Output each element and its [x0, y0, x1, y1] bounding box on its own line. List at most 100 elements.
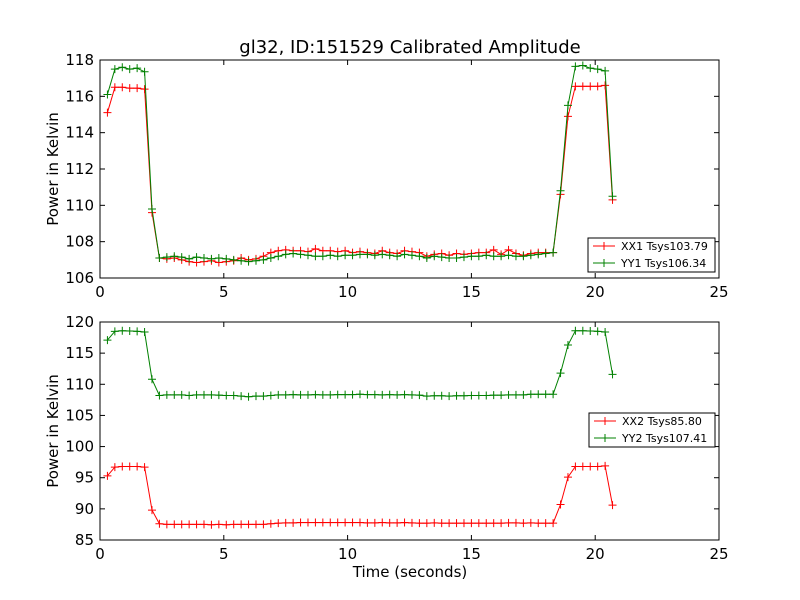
- bottom-series-1-point: [482, 391, 491, 400]
- top-series-0-point: [118, 83, 127, 92]
- bottom-series-1-point: [125, 327, 134, 336]
- top-series-1-point: [400, 250, 409, 259]
- bottom-series-1-point: [571, 326, 580, 335]
- bottom-legend-yy2-label: YY2 Tsys107.41: [621, 432, 707, 445]
- bottom-series-0-point: [348, 518, 357, 527]
- bottom-series-0-point: [370, 518, 379, 527]
- top-series-1-point: [199, 254, 208, 263]
- top-series-1-point: [355, 250, 364, 259]
- top-series-1-point: [489, 252, 498, 261]
- top-series-1-point: [266, 254, 275, 263]
- top-series-1-point: [415, 252, 424, 261]
- bottom-axes-frame: [99, 321, 720, 541]
- top-xtick-label: 25: [709, 283, 728, 301]
- bottom-series-1-point: [289, 390, 298, 399]
- top-series-1-point: [170, 252, 179, 261]
- bottom-series-1-point: [422, 392, 431, 401]
- bottom-series-1-point: [526, 390, 535, 399]
- bottom-series-0-point: [355, 518, 364, 527]
- bottom-series-1-point: [311, 390, 320, 399]
- bottom-series-1-point: [467, 391, 476, 400]
- bottom-series-1-point: [497, 391, 506, 400]
- bottom-series-1-point: [266, 391, 275, 400]
- top-series-1-point: [608, 192, 617, 201]
- bottom-series-1-point: [370, 390, 379, 399]
- bottom-series-1-point: [147, 375, 156, 384]
- bottom-series-0-point: [274, 519, 283, 528]
- top-series-1-point: [467, 252, 476, 261]
- top-series-1-point: [519, 252, 528, 261]
- bottom-series-0-point: [608, 501, 617, 510]
- top-series-0-point: [103, 108, 112, 117]
- bottom-legend-xx2-label: XX2 Tsys85.80: [622, 415, 702, 428]
- top-series-1-point: [393, 252, 402, 261]
- top-series-1-point: [556, 186, 565, 195]
- bottom-series-0-point: [296, 518, 305, 527]
- top-legend-box: [587, 237, 716, 273]
- bottom-series-0-point: [147, 506, 156, 515]
- bottom-ytick-label: 115: [65, 344, 94, 362]
- bottom-series-1-point: [578, 326, 587, 335]
- top-series-1-point: [593, 65, 602, 74]
- bottom-series-1-point: [326, 390, 335, 399]
- bottom-series-1-point: [400, 390, 409, 399]
- top-series-1-point: [385, 251, 394, 260]
- bottom-series-0-point: [393, 518, 402, 527]
- top-series-1-point: [578, 61, 587, 70]
- top-series-1-point: [214, 254, 223, 263]
- top-series-0-point: [601, 81, 610, 90]
- bottom-xtick-label: 0: [95, 545, 105, 563]
- bottom-series-0-point: [415, 519, 424, 528]
- top-series-1-point: [601, 66, 610, 75]
- top-ytick-label: 116: [65, 87, 94, 105]
- bottom-series-1-point: [355, 390, 364, 399]
- bottom-series-0-point: [571, 462, 580, 471]
- top-series-1-point: [229, 255, 238, 264]
- bottom-series-1-point: [437, 391, 446, 400]
- bottom-series-1-point: [519, 390, 528, 399]
- bottom-series-1-point: [177, 390, 186, 399]
- top-series-0-point: [133, 84, 142, 93]
- bottom-series-0-point: [266, 519, 275, 528]
- bottom-series-1-point: [363, 390, 372, 399]
- bottom-series-0-point: [140, 463, 149, 472]
- bottom-series-1-point: [504, 390, 513, 399]
- top-series-0-point: [110, 83, 119, 92]
- top-series-1-point: [162, 253, 171, 262]
- bottom-series-1-point: [110, 327, 119, 336]
- bottom-series-1-point: [133, 327, 142, 336]
- bottom-series-1-point: [333, 390, 342, 399]
- bottom-xtick-label: 20: [586, 545, 605, 563]
- bottom-series-0-point: [207, 520, 216, 529]
- bottom-series-0-point: [133, 462, 142, 471]
- bottom-series-0-point: [214, 520, 223, 529]
- bottom-series-0-point: [400, 518, 409, 527]
- bottom-series-1-point: [237, 392, 246, 401]
- bottom-legend: XX2 Tsys85.80 YY2 Tsys107.41: [588, 412, 716, 448]
- bottom-series-1-point: [140, 327, 149, 336]
- top-series-1-point: [110, 65, 119, 74]
- bottom-series-0-point: [459, 519, 468, 528]
- bottom-series-1-point: [415, 391, 424, 400]
- top-series-1-point: [103, 90, 112, 99]
- bottom-series-0-point: [222, 520, 231, 529]
- bottom-series-1-point: [199, 390, 208, 399]
- bottom-series-0-point: [378, 518, 387, 527]
- bottom-series-1-point: [407, 390, 416, 399]
- bottom-series-1-point: [162, 390, 171, 399]
- bottom-series-0-point: [229, 520, 238, 529]
- bottom-series-0-point: [504, 518, 513, 527]
- top-chart-title: gl32, ID:151529 Calibrated Amplitude: [239, 37, 580, 58]
- bottom-series-0-point: [333, 518, 342, 527]
- top-series-1-point: [430, 252, 439, 261]
- top-ytick-label: 112: [65, 160, 94, 178]
- bottom-series-1-point: [348, 390, 357, 399]
- bottom-ytick-label: 95: [75, 469, 94, 487]
- bottom-series-0-point: [422, 519, 431, 528]
- top-ytick-label: 108: [65, 233, 94, 251]
- top-series-1-point: [452, 254, 461, 263]
- bottom-series-1-point: [393, 390, 402, 399]
- bottom-series-0-point: [586, 462, 595, 471]
